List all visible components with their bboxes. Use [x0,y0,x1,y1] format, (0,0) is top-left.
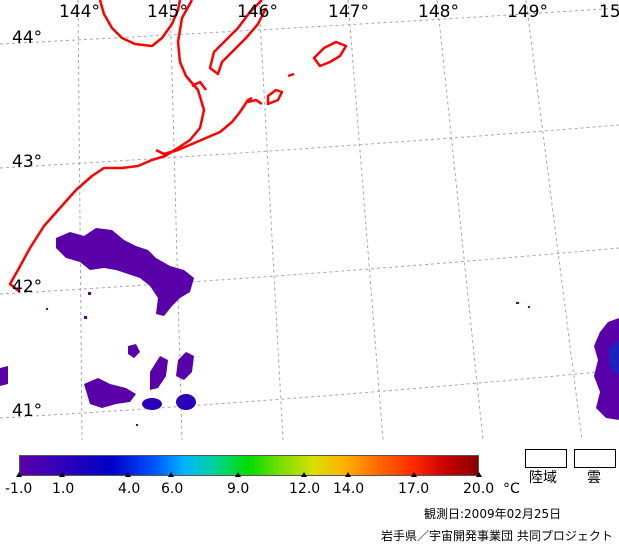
patch-east-inner [608,340,619,374]
tick-label: 1.0 [52,481,75,497]
unit-label: °C [503,481,520,497]
patch-east-outer [594,318,619,420]
land-legend-label: 陸域 [529,470,557,486]
tick-mark [125,472,131,477]
dot [136,424,138,426]
tick-mark [345,472,351,477]
warm-patch-east [594,318,619,420]
tick-label: -1.0 [5,481,33,497]
small-islet [287,72,295,78]
lon-label-145: 145° [147,2,188,22]
meridian-146 [258,0,284,440]
dot [528,306,530,308]
cloud-legend-box [574,449,616,468]
patch-south-a [84,378,136,408]
tick-mark [59,472,65,477]
nemuro-peninsula [191,80,207,91]
dot [88,292,91,295]
lon-label-144: 144° [59,2,100,22]
lon-label-146: 146° [237,2,278,22]
parallel-42 [0,247,619,295]
blue-spot-b [176,394,196,410]
dot [84,316,87,319]
lat-label-42: 42° [12,277,43,297]
deeper-cold-patches [142,394,196,410]
tick-label: 4.0 [118,481,141,497]
tick-mark [168,472,174,477]
dot [516,302,519,304]
patch-small-west [0,366,8,386]
coastline [8,0,348,293]
meridian-144 [77,0,83,440]
credit-text: 岩手県／宇宙開発事業団 共同プロジェクト [381,529,613,543]
shikotan-island-a [247,98,263,106]
meridian-147 [347,0,384,440]
graticule [0,0,619,440]
scattered-dots [46,292,530,426]
lon-label-149: 149° [507,2,548,22]
parallel-41 [0,369,619,419]
dot [46,308,48,310]
lon-label-148: 148° [418,2,459,22]
observation-date: 観測日:2009年02月25日 [424,507,562,521]
patch-mid [128,344,140,358]
lat-label-43: 43° [12,152,43,172]
meridian-149 [525,0,583,440]
lon-label-150: 15 [599,2,619,22]
etorofu-island [312,40,348,68]
parallel-44 [0,7,619,45]
shikotan-island-b [266,88,284,106]
land-legend-box [525,449,567,468]
sea-surface-temperature-map [0,0,619,440]
tick-label: 9.0 [227,481,250,497]
shiretoko-peninsula [208,0,268,76]
tick-label: 6.0 [161,481,184,497]
low-temperature-patches [0,228,194,408]
patch-south-c [176,352,194,380]
patch-south-b [150,356,168,390]
lon-label-147: 147° [328,2,369,22]
lat-label-44: 44° [12,28,43,48]
tick-mark [16,472,22,477]
patch-large-west [56,228,194,316]
tick-mark [411,472,417,477]
tick-label: 12.0 [289,481,321,497]
tick-label: 14.0 [333,481,365,497]
meridian-148 [436,0,484,440]
cloud-legend-label: 雲 [587,470,601,486]
tick-mark [476,472,482,477]
hokkaido-northeast-coast [98,0,182,48]
tick-label: 20.0 [463,481,495,497]
temperature-color-bar [19,455,479,476]
tick-mark [235,472,241,477]
hokkaido-east-coast [8,0,206,293]
tick-mark [301,472,307,477]
lat-label-41: 41° [12,401,43,421]
blue-spot-a [142,398,162,410]
parallel-43 [0,124,619,169]
kunashiri-island [155,96,253,156]
tick-label: 17.0 [398,481,430,497]
